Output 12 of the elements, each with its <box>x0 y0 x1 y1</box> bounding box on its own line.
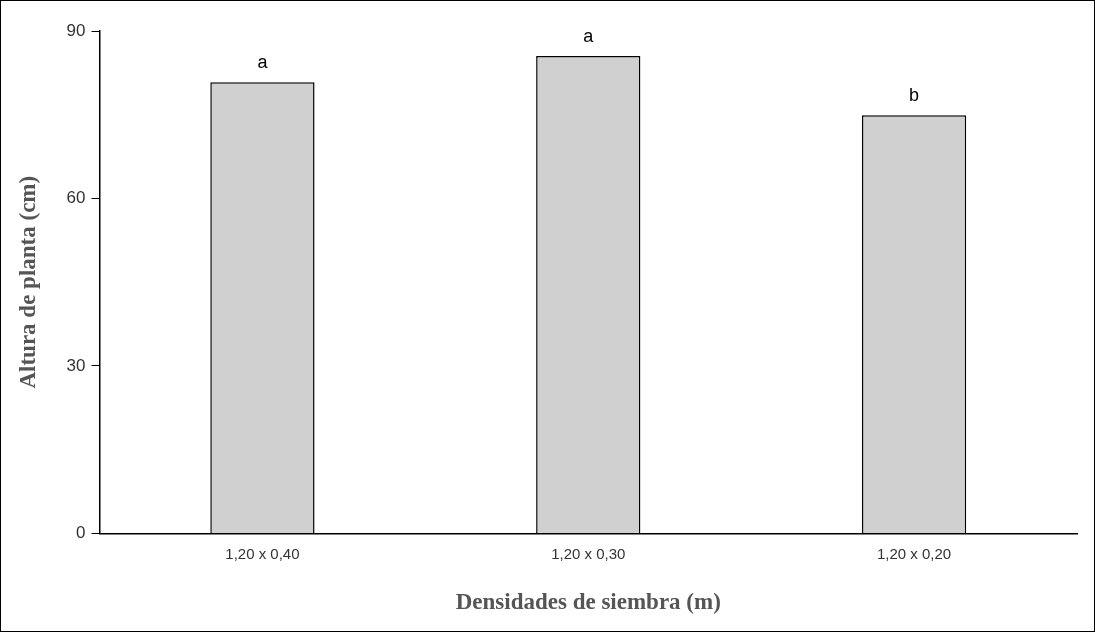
y-tick-label: 60 <box>66 188 86 208</box>
x-tick-label: 1,20 x 0,20 <box>876 544 952 562</box>
x-tick-label: 1,20 x 0,40 <box>225 544 300 562</box>
y-axis-title: Altura de planta (cm) <box>14 175 40 389</box>
y-tick-label: 0 <box>76 523 86 543</box>
annotation: a <box>257 52 269 73</box>
y-tick-label: 90 <box>66 20 86 40</box>
x-tick-label: 1,20 x 0,30 <box>551 544 626 562</box>
annotation: b <box>909 85 920 106</box>
annotation: a <box>583 26 595 47</box>
y-tick-label: 30 <box>66 355 86 375</box>
x-axis-title: Densidades de siembra (m) <box>455 589 721 615</box>
